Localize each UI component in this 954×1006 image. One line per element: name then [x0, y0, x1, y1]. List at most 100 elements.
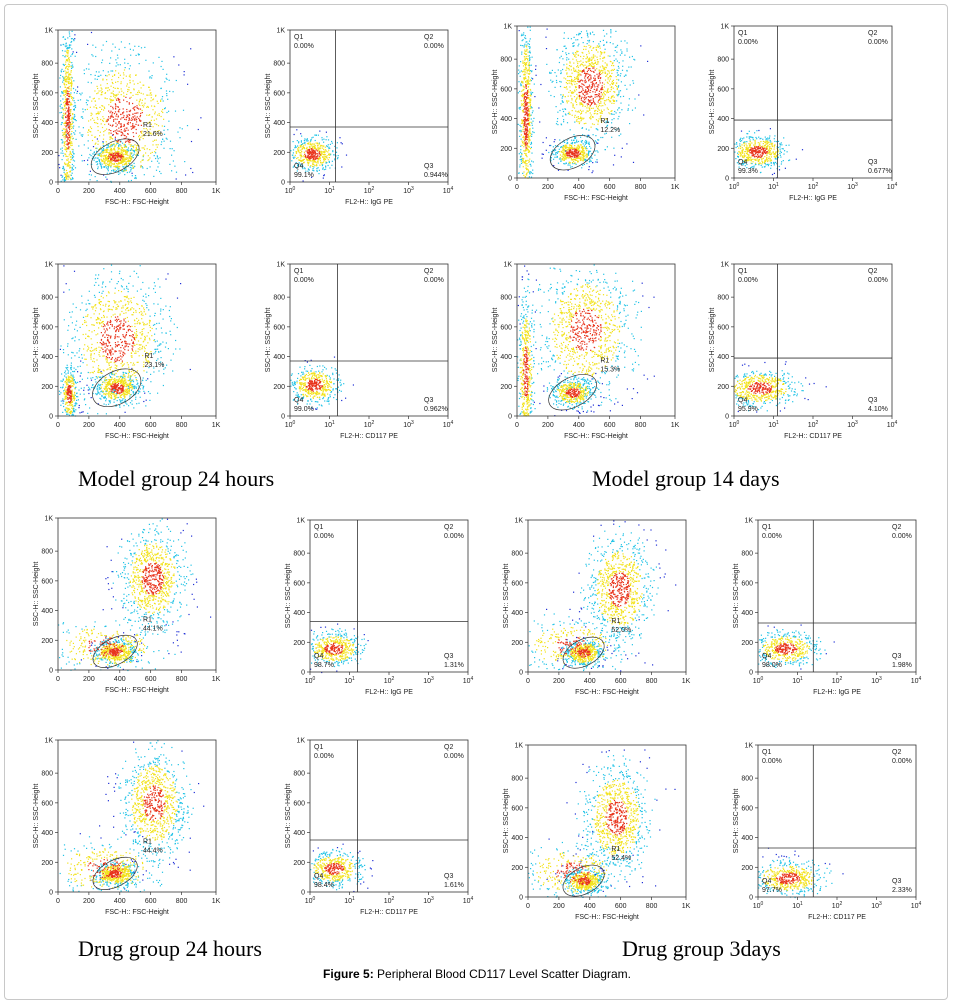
data-point — [115, 157, 117, 160]
data-point — [743, 145, 746, 147]
data-point — [585, 146, 587, 148]
data-point — [590, 156, 592, 158]
data-point — [738, 159, 740, 161]
data-point — [604, 69, 606, 71]
data-point — [522, 159, 524, 161]
data-point — [578, 73, 580, 76]
data-point — [320, 161, 322, 163]
data-point — [113, 164, 115, 166]
data-point — [572, 153, 574, 156]
data-point — [528, 73, 530, 75]
data-point — [122, 133, 124, 135]
data-point — [105, 154, 107, 156]
data-point — [775, 156, 777, 158]
data-point — [298, 151, 300, 153]
data-point — [166, 78, 168, 80]
data-point — [578, 110, 580, 112]
data-point — [525, 108, 527, 110]
data-point — [585, 96, 587, 98]
data-point — [69, 123, 71, 125]
data-point — [569, 86, 571, 88]
data-point — [119, 154, 121, 156]
data-point — [122, 158, 124, 160]
data-point — [74, 133, 76, 135]
data-point — [98, 154, 101, 156]
data-point — [525, 37, 527, 40]
data-point — [569, 154, 571, 156]
data-point — [526, 62, 528, 64]
data-point — [611, 119, 613, 121]
data-point — [620, 133, 622, 135]
data-point — [108, 152, 111, 154]
data-point — [139, 149, 141, 152]
data-point — [142, 122, 145, 124]
data-point — [327, 164, 329, 167]
data-point — [314, 151, 316, 153]
tick-label: 200 — [41, 150, 53, 157]
data-point — [158, 114, 160, 117]
data-point — [130, 157, 132, 159]
data-point — [526, 127, 528, 129]
data-point — [302, 168, 304, 170]
data-point — [66, 98, 68, 100]
data-point — [574, 85, 577, 88]
data-point — [144, 145, 146, 147]
data-point — [589, 74, 591, 76]
data-point — [571, 152, 573, 154]
data-point — [565, 54, 568, 56]
data-point — [307, 154, 310, 156]
data-point — [527, 136, 529, 138]
data-point — [115, 165, 117, 167]
data-point — [75, 138, 77, 140]
data-point — [530, 100, 532, 102]
data-point — [63, 142, 65, 144]
data-point — [101, 156, 103, 158]
plot-mg14-iso-fl2: 0 200 400 600 800 1K 100 101 102 103 104 FL2-H:: Ig… — [704, 18, 904, 226]
data-point — [72, 53, 74, 55]
data-point — [580, 136, 582, 138]
data-point — [521, 40, 523, 42]
data-point — [95, 71, 97, 73]
data-point — [326, 145, 328, 147]
data-point — [111, 157, 113, 159]
data-point — [87, 100, 89, 102]
data-point — [593, 71, 595, 73]
data-point — [308, 148, 311, 150]
data-point — [126, 164, 128, 166]
data-point — [110, 130, 112, 132]
data-point — [564, 146, 566, 148]
data-point — [312, 159, 314, 161]
data-point — [564, 155, 566, 157]
data-point — [584, 64, 586, 66]
data-point — [122, 112, 124, 114]
data-point — [523, 61, 526, 64]
data-point — [577, 149, 579, 151]
data-point — [527, 73, 530, 75]
data-point — [752, 166, 754, 168]
data-point — [576, 104, 578, 106]
data-point — [58, 163, 60, 166]
data-point — [529, 104, 532, 106]
data-point — [583, 145, 585, 147]
data-point — [110, 132, 112, 134]
data-point — [581, 83, 583, 85]
data-point — [156, 114, 159, 116]
data-point — [123, 74, 125, 76]
data-point — [597, 76, 599, 78]
data-point — [594, 103, 596, 105]
data-point — [523, 118, 526, 120]
data-point — [735, 158, 737, 160]
data-point — [777, 140, 780, 142]
data-point — [611, 86, 613, 88]
data-point — [769, 135, 771, 137]
data-point — [339, 137, 341, 139]
data-point — [110, 115, 112, 117]
data-point — [585, 67, 588, 69]
data-point — [584, 151, 586, 153]
data-point — [525, 160, 528, 162]
data-point — [576, 152, 578, 154]
data-point — [99, 111, 101, 113]
data-point — [135, 149, 137, 151]
data-point — [90, 74, 92, 76]
data-point — [572, 106, 574, 108]
